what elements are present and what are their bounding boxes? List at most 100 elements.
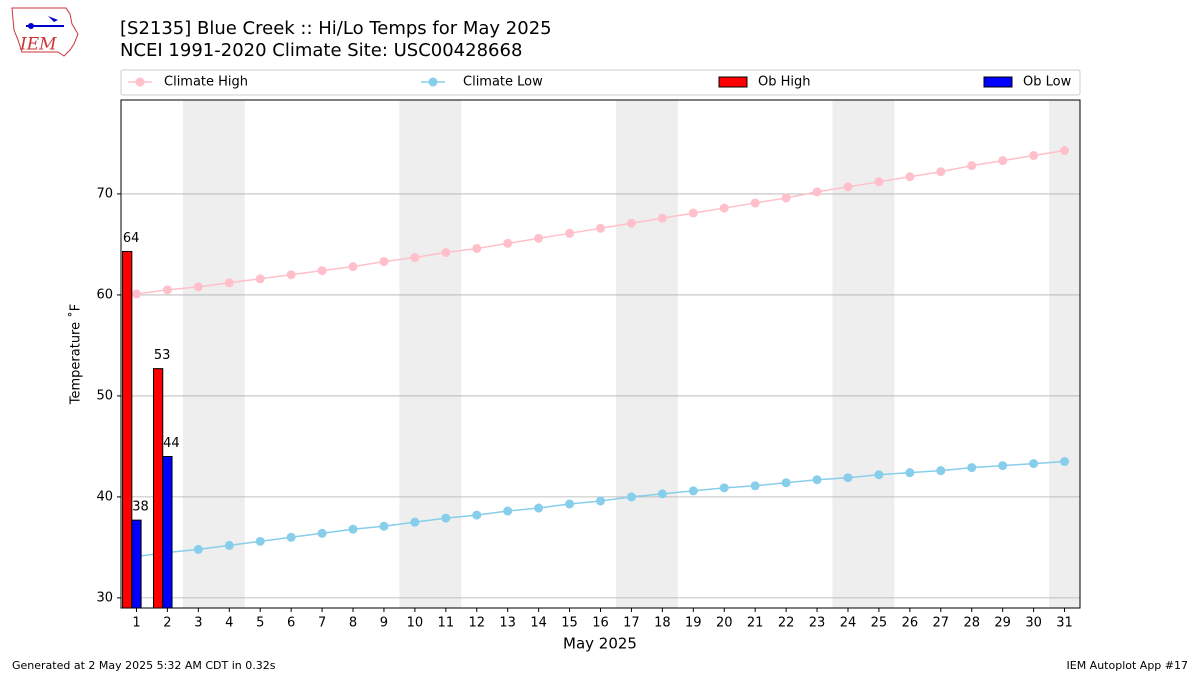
marker: [472, 510, 482, 520]
x-tick-label: 1: [132, 616, 140, 631]
x-tick-label: 29: [994, 616, 1011, 631]
data-label: 44: [163, 436, 180, 451]
marker: [534, 233, 544, 243]
marker: [565, 228, 575, 238]
x-tick-label: 19: [685, 616, 702, 631]
marker: [379, 257, 389, 267]
bar: [162, 456, 173, 609]
marker: [162, 285, 172, 295]
x-tick-label: 21: [747, 616, 764, 631]
x-tick-label: 12: [468, 616, 485, 631]
x-tick-label: 9: [380, 616, 388, 631]
legend-patch: [983, 76, 1013, 88]
x-tick-label: 26: [902, 616, 919, 631]
x-tick-label: 28: [963, 616, 980, 631]
marker: [410, 517, 420, 527]
marker: [565, 499, 575, 509]
weekend-shade: [399, 100, 431, 608]
marker: [843, 473, 853, 483]
marker: [1060, 457, 1070, 467]
line: [136, 460, 1065, 558]
marker: [874, 177, 884, 187]
marker: [379, 521, 389, 531]
weekend-shade: [646, 100, 678, 608]
marker: [750, 198, 760, 208]
bar: [122, 250, 133, 609]
x-tick-label: 2: [163, 616, 171, 631]
legend-patch: [718, 76, 748, 88]
weekend-shade: [430, 100, 462, 608]
x-tick-label: 5: [256, 616, 264, 631]
x-tick-label: 15: [561, 616, 578, 631]
marker: [472, 243, 482, 253]
y-tick-label: 60: [96, 287, 113, 302]
marker: [255, 536, 265, 546]
marker: [781, 478, 791, 488]
marker: [286, 532, 296, 542]
x-tick-label: 10: [407, 616, 424, 631]
marker: [967, 463, 977, 473]
legend-label: Climate Low: [463, 75, 543, 90]
marker: [626, 492, 636, 502]
x-tick-label: 22: [778, 616, 795, 631]
legend-label: Climate High: [164, 75, 248, 90]
x-tick-label: 4: [225, 616, 233, 631]
x-tick-label: 24: [840, 616, 857, 631]
y-tick-label: 70: [96, 186, 113, 201]
legend-marker: [135, 77, 145, 87]
marker: [905, 172, 915, 182]
marker: [998, 461, 1008, 471]
marker: [874, 470, 884, 480]
marker: [441, 248, 451, 258]
marker: [410, 253, 420, 263]
x-tick-label: 17: [623, 616, 640, 631]
marker: [626, 218, 636, 228]
x-tick-label: 18: [654, 616, 671, 631]
x-tick-label: 7: [318, 616, 326, 631]
marker: [781, 193, 791, 203]
marker: [193, 544, 203, 554]
x-tick-label: 6: [287, 616, 295, 631]
legend-marker: [428, 77, 438, 87]
logo-text: IEM: [19, 35, 57, 55]
marker: [936, 167, 946, 177]
marker: [317, 266, 327, 276]
weekend-shade: [213, 100, 245, 608]
marker: [936, 466, 946, 476]
marker: [657, 213, 667, 223]
marker: [967, 161, 977, 171]
plot-frame: [120, 99, 1081, 609]
x-tick-label: 31: [1056, 616, 1073, 631]
marker: [719, 203, 729, 213]
y-tick-label: 40: [96, 489, 113, 504]
marker: [688, 486, 698, 496]
marker: [348, 524, 358, 534]
footer-right: IEM Autoplot App #17: [1067, 659, 1189, 672]
marker: [193, 282, 203, 292]
marker: [441, 513, 451, 523]
marker: [131, 289, 141, 299]
x-axis-label: May 2025: [563, 635, 637, 653]
marker: [255, 274, 265, 284]
weekend-shade: [182, 100, 214, 608]
marker: [534, 503, 544, 513]
marker: [503, 506, 513, 516]
marker: [224, 278, 234, 288]
marker: [503, 238, 513, 248]
bar: [152, 368, 164, 609]
x-tick-label: 30: [1025, 616, 1042, 631]
x-tick-label: 27: [933, 616, 950, 631]
x-tick-label: 11: [438, 616, 455, 631]
legend-box: [120, 69, 1081, 96]
x-tick-label: 25: [871, 616, 888, 631]
weekend-shade: [615, 100, 647, 608]
marker: [224, 540, 234, 550]
marker: [1060, 145, 1070, 155]
marker: [688, 208, 698, 218]
legend-label: Ob High: [758, 75, 811, 90]
x-tick-label: 14: [530, 616, 547, 631]
marker: [596, 496, 605, 506]
marker: [998, 156, 1008, 166]
marker: [905, 468, 915, 478]
